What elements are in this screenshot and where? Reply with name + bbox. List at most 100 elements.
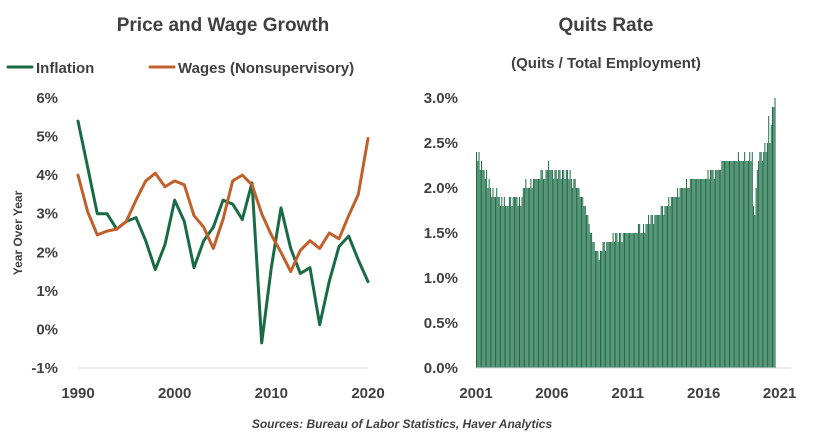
legend-label-inflation: Inflation [36, 60, 94, 77]
quits-bar [627, 233, 629, 368]
quits-bar [587, 215, 589, 368]
quits-bar [751, 152, 753, 368]
quits-bar [569, 170, 571, 368]
quits-bar [491, 197, 493, 368]
inflation-line [76, 119, 370, 345]
left-x-tick-label: 2000 [158, 385, 191, 402]
quits-bar [707, 170, 709, 368]
quits-bar [678, 197, 680, 368]
quits-bar [624, 233, 625, 368]
quits-bar [483, 170, 485, 368]
quits-bar [651, 215, 653, 368]
quits-bar [511, 206, 513, 368]
quits-bar [617, 242, 619, 368]
left-x-tick-label: 1990 [61, 385, 94, 402]
quits-bar [510, 197, 512, 368]
quits-bar [706, 179, 708, 368]
quits-bar [679, 188, 681, 368]
quits-bar [741, 161, 743, 368]
quits-bar [608, 242, 610, 368]
quits-bar [735, 161, 737, 368]
quits-bar [756, 170, 758, 368]
quits-bar [684, 188, 686, 368]
quits-bar [573, 179, 575, 368]
quits-bar [664, 206, 666, 368]
quits-bar [498, 197, 500, 368]
quits-bar [505, 206, 507, 368]
quits-bar [761, 161, 763, 368]
right-x-tick-label: 2001 [459, 385, 492, 402]
quits-bar [493, 197, 495, 368]
quits-bar [754, 215, 756, 368]
quits-bar [634, 233, 636, 368]
quits-bar [675, 197, 677, 368]
quits-bar [745, 161, 747, 368]
quits-bar [575, 188, 577, 368]
quits-bar [749, 152, 751, 368]
quits-bar [717, 170, 719, 368]
left-y-tick-label: 2% [36, 244, 58, 261]
quits-bar [583, 206, 585, 368]
quits-bar [616, 233, 618, 368]
quits-bar [537, 179, 539, 368]
quits-bar [729, 161, 730, 368]
left-x-tick-label: 2020 [351, 385, 384, 402]
right-x-tick-labels: 2001 2006 2011 2016 2021 [459, 385, 796, 402]
right-x-tick-label: 2021 [763, 385, 796, 402]
quits-bar [610, 242, 612, 368]
quits-bar [598, 260, 600, 368]
quits-bar [746, 161, 748, 368]
quits-bar [612, 233, 614, 368]
quits-bar [525, 179, 527, 368]
quits-bar [692, 179, 694, 368]
quits-bar [642, 224, 644, 368]
quits-bar [661, 206, 663, 368]
quits-bar [708, 179, 710, 368]
quits-bar [607, 242, 609, 368]
left-y-tick-label: 3% [36, 206, 58, 223]
right-chart-subtitle: (Quits / Total Employment) [511, 55, 701, 72]
left-x-tick-label: 2010 [255, 385, 288, 402]
quits-bar [615, 233, 617, 368]
quits-bar [632, 233, 634, 368]
quits-bar [731, 161, 733, 368]
quits-bar [637, 224, 639, 368]
quits-bar [578, 188, 580, 368]
quits-bar [701, 179, 703, 368]
quits-bar [680, 188, 682, 368]
quits-bar [588, 224, 590, 368]
quits-bar [667, 206, 669, 368]
quits-bar [512, 197, 514, 368]
quits-bar [521, 197, 523, 368]
quits-bar [656, 215, 658, 368]
quits-bar [753, 206, 755, 368]
quits-bar [482, 170, 484, 368]
quits-bar [530, 179, 532, 368]
quits-bar [553, 179, 555, 368]
quits-bar [478, 152, 480, 368]
quits-bar [768, 116, 770, 368]
quits-bar [687, 188, 689, 368]
quits-bar [660, 206, 662, 368]
quits-bar [655, 215, 657, 368]
quits-bar [720, 170, 722, 368]
quits-bar [599, 251, 601, 368]
quits-bar [683, 188, 685, 368]
quits-bar [764, 143, 766, 368]
quits-bar [577, 188, 579, 368]
quits-bar [760, 152, 762, 368]
quits-bar [766, 143, 768, 368]
quits-bar [621, 242, 623, 368]
quits-bar [650, 215, 652, 368]
quits-bar [723, 161, 725, 368]
quits-bar [551, 170, 553, 368]
quits-bar [697, 179, 699, 368]
quits-bar [703, 179, 705, 368]
left-series-lines [76, 119, 370, 345]
quits-bar [591, 233, 593, 368]
right-y-tick-label: 0.5% [424, 315, 458, 332]
quits-bar [747, 161, 749, 368]
quits-bar [689, 179, 691, 368]
right-x-tick-label: 2016 [687, 385, 720, 402]
quits-bar [663, 215, 665, 368]
